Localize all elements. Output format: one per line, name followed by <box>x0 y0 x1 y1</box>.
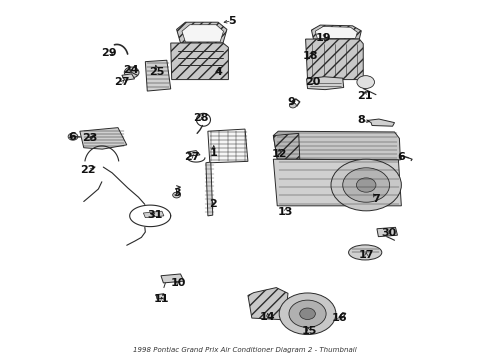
Text: 7: 7 <box>372 194 380 204</box>
Text: 25: 25 <box>149 67 165 77</box>
Circle shape <box>343 168 390 202</box>
Polygon shape <box>316 27 357 39</box>
Polygon shape <box>367 119 394 126</box>
Text: 2: 2 <box>209 199 217 210</box>
Circle shape <box>331 159 401 211</box>
Polygon shape <box>161 274 184 283</box>
Text: 24: 24 <box>123 64 139 75</box>
Circle shape <box>290 103 296 108</box>
Polygon shape <box>273 134 300 159</box>
Text: 17: 17 <box>358 249 374 260</box>
Polygon shape <box>248 288 288 320</box>
Text: 13: 13 <box>278 207 293 217</box>
Text: 9: 9 <box>287 97 295 107</box>
Text: 27: 27 <box>114 77 130 87</box>
Circle shape <box>279 293 336 334</box>
Text: 10: 10 <box>171 278 186 288</box>
Text: 21: 21 <box>357 91 372 102</box>
Circle shape <box>356 178 376 192</box>
Text: 1998 Pontiac Grand Prix Air Conditioner Diagram 2 - Thumbnail: 1998 Pontiac Grand Prix Air Conditioner … <box>133 347 357 354</box>
Text: 28: 28 <box>193 113 209 123</box>
Ellipse shape <box>348 245 382 260</box>
Polygon shape <box>80 128 127 149</box>
Polygon shape <box>144 211 164 218</box>
Polygon shape <box>156 294 165 299</box>
Text: 6: 6 <box>397 152 405 162</box>
Polygon shape <box>171 43 228 80</box>
Text: 6: 6 <box>69 132 76 142</box>
Polygon shape <box>273 131 400 160</box>
Text: 31: 31 <box>147 210 163 220</box>
Polygon shape <box>206 162 213 216</box>
Text: 30: 30 <box>381 228 396 238</box>
Polygon shape <box>182 25 223 42</box>
Text: 22: 22 <box>80 165 96 175</box>
Text: 11: 11 <box>154 294 170 304</box>
Circle shape <box>68 133 78 140</box>
Polygon shape <box>122 74 135 80</box>
Circle shape <box>289 300 326 327</box>
Polygon shape <box>187 150 200 156</box>
Text: 15: 15 <box>301 326 317 336</box>
Text: 19: 19 <box>316 33 331 43</box>
Polygon shape <box>146 60 171 91</box>
Polygon shape <box>377 227 397 237</box>
Polygon shape <box>312 25 361 39</box>
Polygon shape <box>273 159 401 206</box>
Circle shape <box>172 192 180 198</box>
Text: 4: 4 <box>214 67 222 77</box>
Text: 5: 5 <box>228 16 236 26</box>
Text: 29: 29 <box>101 48 117 58</box>
Text: 3: 3 <box>173 188 181 198</box>
Polygon shape <box>307 77 343 90</box>
Polygon shape <box>176 22 227 43</box>
Circle shape <box>357 76 374 89</box>
Text: 16: 16 <box>332 313 347 323</box>
Circle shape <box>300 308 316 319</box>
Text: 14: 14 <box>260 312 276 322</box>
Text: 23: 23 <box>82 133 98 143</box>
Text: 12: 12 <box>271 149 287 159</box>
Polygon shape <box>208 129 248 163</box>
Polygon shape <box>306 39 363 80</box>
Text: 18: 18 <box>302 50 318 60</box>
Text: 20: 20 <box>305 77 320 87</box>
Circle shape <box>124 67 139 78</box>
Text: 27: 27 <box>184 152 199 162</box>
Text: 1: 1 <box>210 148 218 158</box>
Text: 8: 8 <box>357 116 365 126</box>
